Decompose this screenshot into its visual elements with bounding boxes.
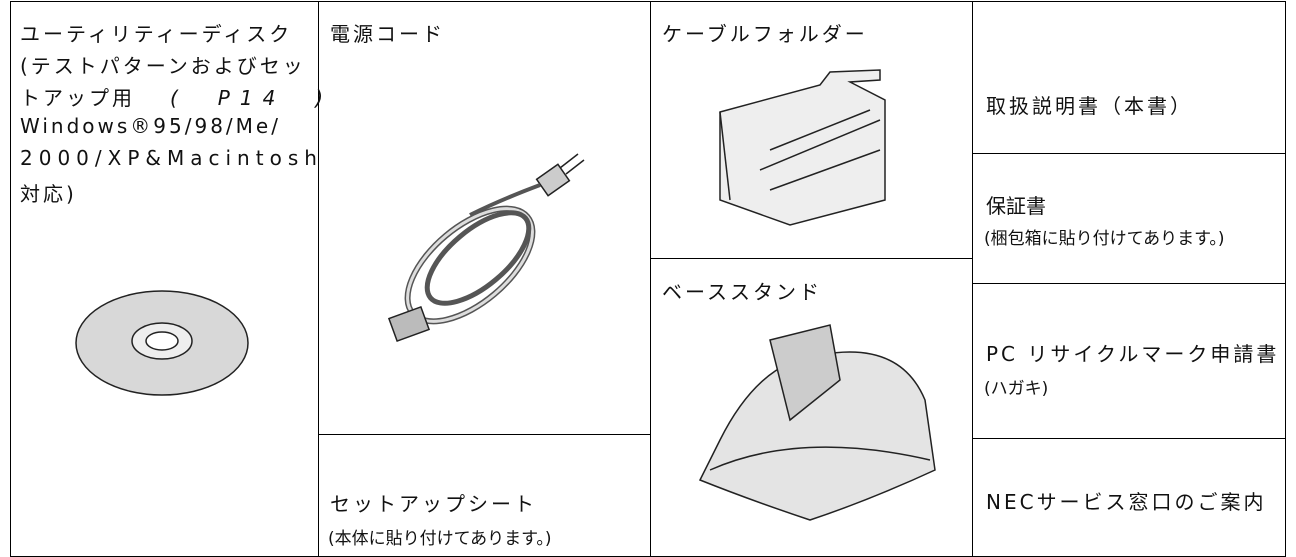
cd-icon xyxy=(75,290,249,396)
text: ユーティリティーディスク xyxy=(20,22,293,46)
label: 電源コード xyxy=(330,22,445,46)
label: セットアップシート xyxy=(330,492,537,516)
note: (梱包箱に貼り付けてあります。) xyxy=(984,229,1225,249)
cord-icon xyxy=(387,153,585,343)
label: ベーススタンド xyxy=(662,280,822,304)
text: 2000/XP&Macintosh xyxy=(20,146,323,170)
label: PC リサイクルマーク申請書 xyxy=(986,342,1280,366)
text: Windows®95/98/Me/ xyxy=(20,114,281,138)
label: ケーブルフォルダー xyxy=(662,22,868,46)
label: 取扱説明書（本書） xyxy=(986,94,1193,118)
label: 保証書 xyxy=(986,194,1046,218)
text: ( P14 ) xyxy=(170,86,334,110)
folder-icon xyxy=(719,69,886,226)
stand-icon xyxy=(698,324,936,521)
note: (本体に貼り付けてあります。) xyxy=(328,529,552,549)
text: (テストパターンおよびセッ xyxy=(20,54,306,78)
text: 対応) xyxy=(20,182,77,206)
text: トアップ用 xyxy=(20,86,135,110)
label: NECサービス窓口のご案内 xyxy=(986,490,1267,514)
note: (ハガキ) xyxy=(984,379,1049,399)
